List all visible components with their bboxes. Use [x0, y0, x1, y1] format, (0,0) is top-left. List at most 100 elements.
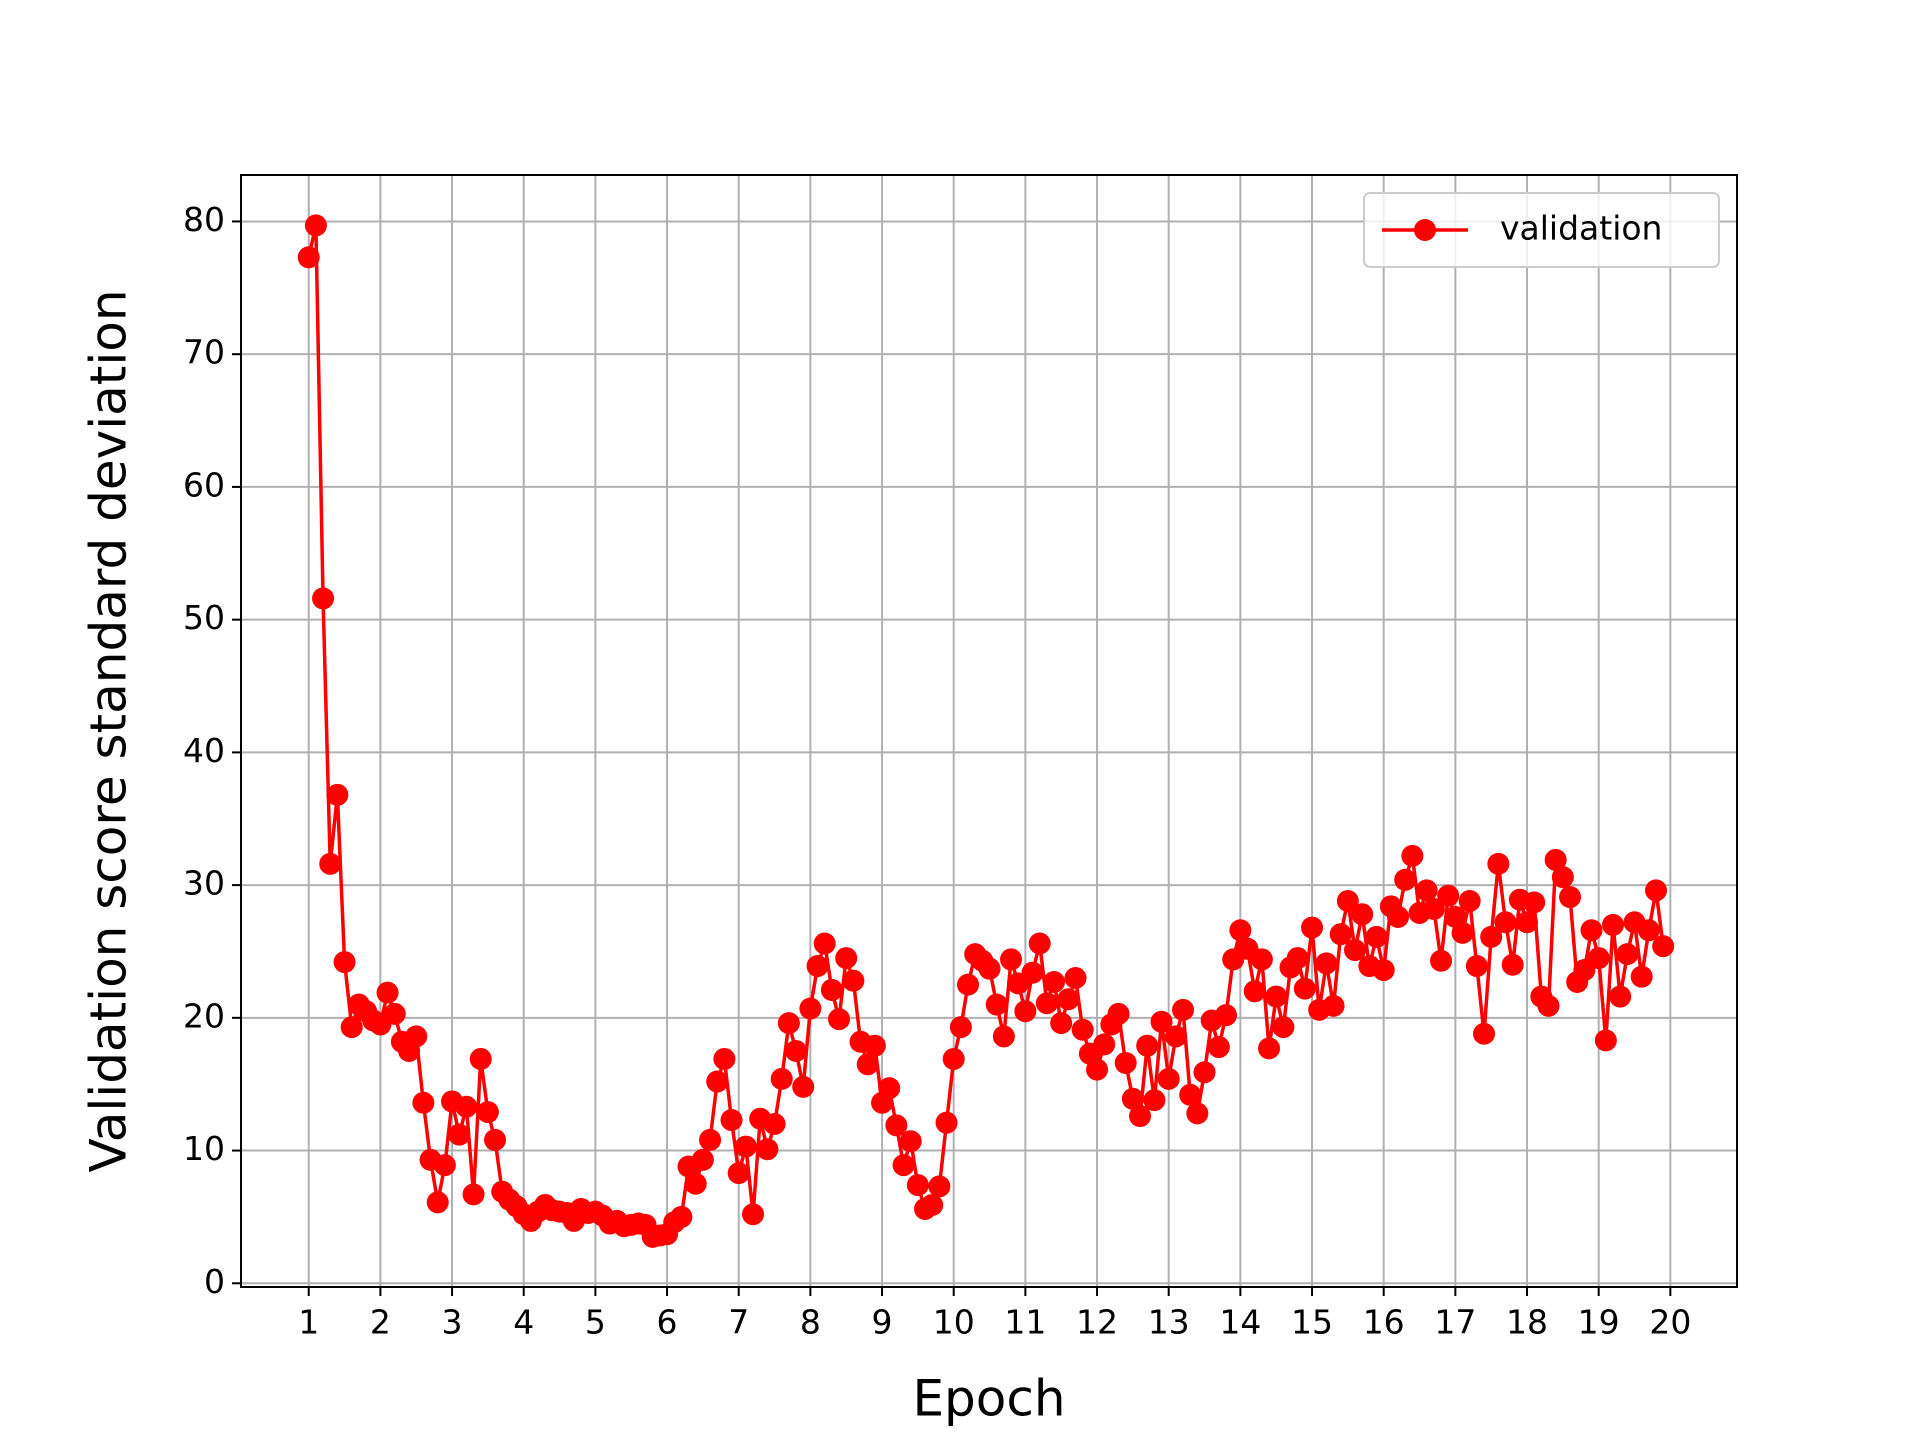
data-point: [1265, 985, 1288, 1008]
legend-label: validation: [1500, 209, 1662, 248]
data-point: [1516, 911, 1539, 934]
data-point: [1258, 1037, 1281, 1060]
data-point: [1544, 848, 1567, 871]
data-line: [307, 223, 1665, 1239]
y-tick-label: 0: [204, 1262, 225, 1301]
x-tick-label: 3: [442, 1303, 463, 1342]
data-point: [312, 587, 335, 610]
x-tick-label: 19: [1578, 1303, 1620, 1342]
data-point: [820, 978, 843, 1001]
y-axis-label: Validation score standard deviation: [80, 289, 138, 1172]
data-point: [777, 1012, 800, 1035]
data-point: [842, 969, 865, 992]
data-point: [1107, 1002, 1130, 1025]
data-point: [319, 852, 342, 875]
data-point: [1172, 998, 1195, 1021]
data-point: [1164, 1025, 1187, 1048]
data-point: [433, 1154, 456, 1177]
data-point: [921, 1193, 944, 1216]
data-point: [455, 1095, 478, 1118]
data-point: [1157, 1067, 1180, 1090]
data-point: [1494, 911, 1517, 934]
data-point: [792, 1075, 815, 1098]
data-point: [1458, 890, 1481, 913]
data-point: [1272, 1016, 1295, 1039]
data-point: [957, 973, 980, 996]
data-point: [1365, 925, 1388, 948]
x-tick-label: 9: [872, 1303, 893, 1342]
data-point: [1207, 1036, 1230, 1059]
data-point: [1043, 970, 1066, 993]
data-point: [928, 1175, 951, 1198]
data-point: [1186, 1102, 1209, 1125]
data-point: [1551, 866, 1574, 889]
data-point: [1501, 953, 1524, 976]
data-point: [484, 1128, 507, 1151]
data-point: [1587, 947, 1610, 970]
y-tick-label: 20: [183, 996, 225, 1035]
y-tick-label: 80: [183, 200, 225, 239]
data-point: [734, 1135, 757, 1158]
data-point: [1523, 891, 1546, 914]
data-point: [426, 1191, 449, 1214]
x-tick-label: 2: [370, 1303, 391, 1342]
data-point: [333, 951, 356, 974]
data-point: [1193, 1061, 1216, 1084]
x-tick-label: 16: [1363, 1303, 1405, 1342]
data-point: [1351, 903, 1374, 926]
y-tick-label: 70: [183, 333, 225, 372]
legend-marker: [1414, 219, 1436, 241]
y-tick-label: 60: [183, 465, 225, 504]
data-point: [1422, 897, 1445, 920]
data-point: [1609, 985, 1632, 1008]
data-point: [985, 993, 1008, 1016]
data-point: [1329, 923, 1352, 946]
data-point: [863, 1034, 886, 1057]
data-point: [1480, 925, 1503, 948]
data-point: [978, 957, 1001, 980]
data-point: [1293, 977, 1316, 1000]
y-tick-label: 40: [183, 731, 225, 770]
data-point: [469, 1047, 492, 1070]
data-point: [1465, 955, 1488, 978]
legend-box: [1363, 192, 1720, 268]
data-point: [1086, 1058, 1109, 1081]
data-point: [1487, 852, 1510, 875]
data-point: [1021, 961, 1044, 984]
data-point: [1372, 959, 1395, 982]
data-point: [1136, 1034, 1159, 1057]
data-point: [1437, 884, 1460, 907]
x-tick-label: 15: [1291, 1303, 1333, 1342]
data-point: [326, 783, 349, 806]
data-point: [684, 1172, 707, 1195]
data-point: [691, 1148, 714, 1171]
data-point: [992, 1025, 1015, 1048]
x-tick-label: 18: [1506, 1303, 1548, 1342]
x-tick-label: 8: [800, 1303, 821, 1342]
data-point: [1580, 919, 1603, 942]
x-tick-label: 12: [1076, 1303, 1118, 1342]
data-point: [1315, 952, 1338, 975]
x-axis-label: Epoch: [912, 1370, 1065, 1428]
data-point: [1071, 1018, 1094, 1041]
x-tick-label: 6: [657, 1303, 678, 1342]
data-point: [1451, 921, 1474, 944]
data-point: [1250, 948, 1273, 971]
x-tick-label: 20: [1649, 1303, 1691, 1342]
data-point: [412, 1091, 435, 1114]
data-point: [1014, 1000, 1037, 1023]
data-point: [1559, 886, 1582, 909]
data-point: [1121, 1087, 1144, 1110]
data-point: [892, 1154, 915, 1177]
data-point: [448, 1123, 471, 1146]
x-tick-label: 13: [1148, 1303, 1190, 1342]
data-point: [727, 1162, 750, 1185]
data-point: [1630, 965, 1653, 988]
data-point: [1215, 1004, 1238, 1027]
data-point: [1000, 948, 1023, 971]
data-point: [1322, 994, 1345, 1017]
data-point: [720, 1109, 743, 1132]
data-point: [906, 1174, 929, 1197]
data-point: [899, 1130, 922, 1153]
x-tick-label: 5: [585, 1303, 606, 1342]
